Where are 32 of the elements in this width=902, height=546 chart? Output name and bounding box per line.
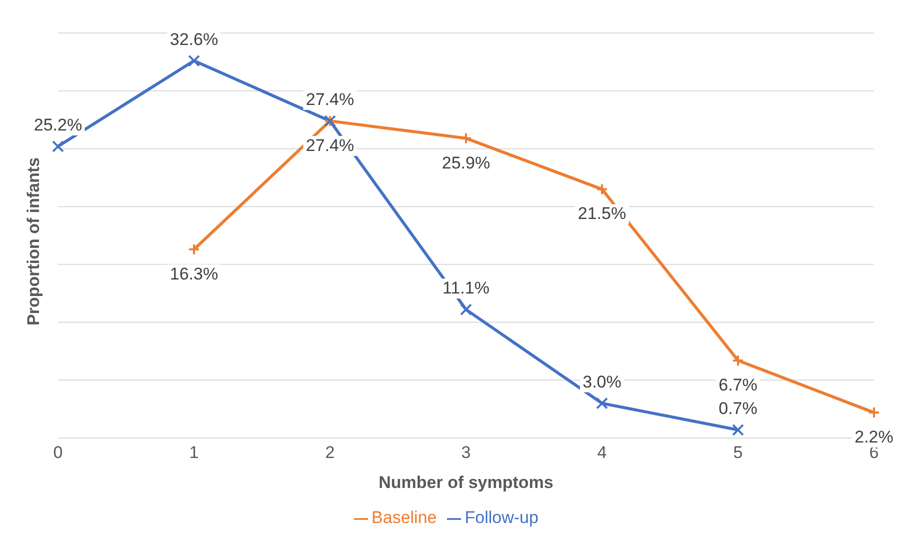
y-axis-title: Proportion of infants xyxy=(24,157,44,326)
point xyxy=(188,243,200,256)
legend-label: Baseline xyxy=(372,508,437,527)
point xyxy=(596,397,608,410)
point xyxy=(868,406,880,419)
data-label: 25.2% xyxy=(34,115,82,134)
data-label: 27.4% xyxy=(306,136,354,155)
data-label: 16.3% xyxy=(170,264,218,284)
point xyxy=(460,132,472,144)
data-label: 27.4% xyxy=(306,90,354,109)
x-axis-title: Number of symptoms xyxy=(378,473,554,492)
data-label: 2.2% xyxy=(854,428,894,447)
data-label: 25.9% xyxy=(442,153,490,172)
point xyxy=(732,424,744,436)
data-label: 11.1% xyxy=(442,278,490,298)
legend-label: Follow-up xyxy=(464,508,538,527)
data-label: 21.5% xyxy=(578,204,626,224)
point xyxy=(188,54,200,67)
point xyxy=(460,304,472,316)
point xyxy=(596,183,608,196)
x-tick-label: 4 xyxy=(597,443,607,462)
x-tick-label: 5 xyxy=(733,443,743,462)
point xyxy=(732,354,744,366)
x-tick-label: 0 xyxy=(53,443,63,462)
x-tick-label: 3 xyxy=(461,443,471,462)
data-label: 32.6% xyxy=(170,30,218,49)
data-label: 0.7% xyxy=(718,398,758,418)
data-label: 3.0% xyxy=(582,372,622,392)
point xyxy=(52,140,64,152)
x-tick-label: 2 xyxy=(325,443,335,462)
x-tick-label: 1 xyxy=(189,443,199,462)
data-label: 6.7% xyxy=(718,375,758,394)
